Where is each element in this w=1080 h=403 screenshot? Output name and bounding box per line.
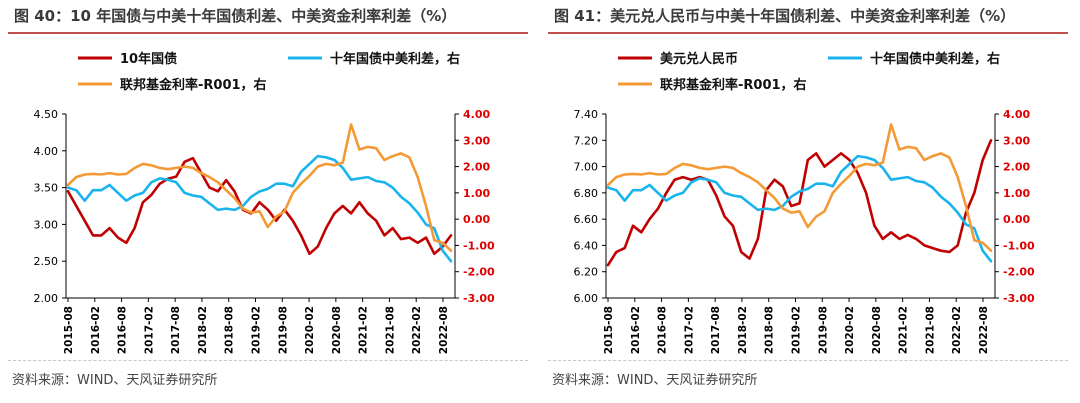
x-axis-tick-label: 2015-08 xyxy=(63,306,75,354)
x-axis-tick-label: 2021-02 xyxy=(898,306,910,354)
right-axis-tick-label: 1.00 xyxy=(1003,187,1030,200)
source-divider xyxy=(8,360,528,361)
x-axis-tick-label: 2017-08 xyxy=(170,306,182,354)
x-axis-tick-label: 2016-08 xyxy=(117,306,129,354)
x-axis-tick-label: 2016-08 xyxy=(657,306,669,354)
right-axis-tick-label: 4.00 xyxy=(1003,108,1030,121)
left-axis-tick-label: 6.00 xyxy=(574,292,599,305)
title-divider xyxy=(548,32,1068,34)
series-line-1 xyxy=(606,139,993,267)
legend-label: 联邦基金利率-R001，右 xyxy=(660,77,807,93)
x-axis-tick-label: 2018-02 xyxy=(197,306,209,354)
legend-label: 美元兑人民币 xyxy=(660,51,738,67)
x-axis-tick-label: 2020-08 xyxy=(871,306,883,354)
right-axis-tick-label: 4.00 xyxy=(463,108,490,121)
series-line-2 xyxy=(66,154,453,263)
right-axis-tick-label: -1.00 xyxy=(1003,239,1035,252)
x-axis-tick-label: 2019-08 xyxy=(817,306,829,354)
left-axis-tick-label: 3.00 xyxy=(34,218,59,231)
x-axis-tick-label: 2021-08 xyxy=(384,306,396,354)
left-axis-tick-label: 4.50 xyxy=(34,108,59,121)
legend-label: 十年国债中美利差，右 xyxy=(870,51,1000,67)
left-axis-tick-label: 7.20 xyxy=(574,134,599,147)
left-axis-tick-label: 6.20 xyxy=(574,266,599,279)
left-axis-tick-label: 6.40 xyxy=(574,239,599,252)
x-axis-tick-label: 2018-08 xyxy=(224,306,236,354)
left-axis-tick-label: 2.50 xyxy=(34,255,59,268)
source-divider xyxy=(548,360,1068,361)
x-axis-tick-label: 2019-02 xyxy=(251,306,263,354)
x-axis-tick-label: 2022-08 xyxy=(978,306,990,354)
left-axis-tick-label: 7.00 xyxy=(574,161,599,174)
left-axis-tick-label: 4.00 xyxy=(34,145,59,158)
left-axis-tick-label: 6.80 xyxy=(574,187,599,200)
right-axis-tick-label: -3.00 xyxy=(463,292,495,305)
x-axis-tick-label: 2017-08 xyxy=(710,306,722,354)
legend-label: 十年国债中美利差，右 xyxy=(330,51,460,67)
series-line-2 xyxy=(606,154,993,263)
x-axis-tick-label: 2018-02 xyxy=(737,306,749,354)
chart-title: 图 41：美元兑人民币与中美十年国债利差、中美资金利率利差（%） xyxy=(554,7,1016,25)
right-axis-tick-label: 3.00 xyxy=(463,134,490,147)
chart-panel-right: 图 41：美元兑人民币与中美十年国债利差、中美资金利率利差（%） 6.00 6.2… xyxy=(548,0,1068,403)
right-axis-tick-label: 2.00 xyxy=(1003,161,1030,174)
x-axis-tick-label: 2021-08 xyxy=(924,306,936,354)
line-chart: 2.00 2.50 3.00 3.50 4.00 4.50 -3.00 -2.00 -1.00 0… xyxy=(34,51,496,354)
line-chart: 6.00 6.20 6.40 6.60 6.80 7.00 7.20 7.40 -3.00 -2.… xyxy=(574,51,1036,354)
right-axis-tick-label: -1.00 xyxy=(463,239,495,252)
series-line-3 xyxy=(606,123,993,252)
legend-label: 联邦基金利率-R001，右 xyxy=(120,77,267,93)
left-axis-tick-label: 3.50 xyxy=(34,182,59,195)
x-axis-tick-label: 2018-08 xyxy=(764,306,776,354)
series-line-1 xyxy=(66,156,453,256)
x-axis-tick-label: 2020-08 xyxy=(331,306,343,354)
right-axis-tick-label: -3.00 xyxy=(1003,292,1035,305)
x-axis-tick-label: 2020-02 xyxy=(844,306,856,354)
x-axis-tick-label: 2022-08 xyxy=(438,306,450,354)
source-note: 资料来源：WIND、天风证券研究所 xyxy=(552,373,758,388)
left-axis-tick-label: 2.00 xyxy=(34,292,59,305)
x-axis-tick-label: 2019-08 xyxy=(277,306,289,354)
x-axis-tick-label: 2022-02 xyxy=(951,306,963,354)
x-axis-tick-label: 2022-02 xyxy=(411,306,423,354)
left-axis-tick-label: 7.40 xyxy=(574,108,599,121)
series-line-3 xyxy=(66,123,453,252)
x-axis-tick-label: 2016-02 xyxy=(630,306,642,354)
title-divider xyxy=(8,32,528,34)
chart-panel-left: 图 40：10 年国债与中美十年国债利差、中美资金利率利差（%） 2.00 2.5… xyxy=(8,0,528,403)
left-axis-tick-label: 6.60 xyxy=(574,213,599,226)
x-axis-tick-label: 2021-02 xyxy=(358,306,370,354)
x-axis-tick-label: 2015-08 xyxy=(603,306,615,354)
right-axis-tick-label: 0.00 xyxy=(1003,213,1030,226)
right-axis-tick-label: 3.00 xyxy=(1003,134,1030,147)
right-axis-tick-label: 1.00 xyxy=(463,187,490,200)
right-axis-tick-label: -2.00 xyxy=(1003,266,1035,279)
x-axis-tick-label: 2017-02 xyxy=(143,306,155,354)
x-axis-tick-label: 2019-02 xyxy=(791,306,803,354)
x-axis-tick-label: 2020-02 xyxy=(304,306,316,354)
right-axis-tick-label: -2.00 xyxy=(463,266,495,279)
right-axis-tick-label: 2.00 xyxy=(463,161,490,174)
chart-title: 图 40：10 年国债与中美十年国债利差、中美资金利率利差（%） xyxy=(14,7,457,25)
x-axis-tick-label: 2017-02 xyxy=(683,306,695,354)
x-axis-tick-label: 2016-02 xyxy=(90,306,102,354)
source-note: 资料来源：WIND、天风证券研究所 xyxy=(12,373,218,388)
right-axis-tick-label: 0.00 xyxy=(463,213,490,226)
legend-label: 10年国债 xyxy=(120,51,177,67)
